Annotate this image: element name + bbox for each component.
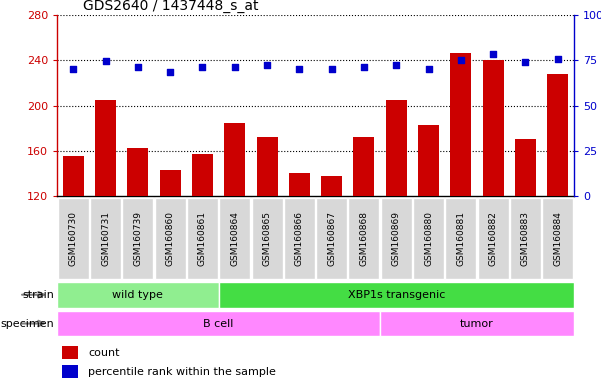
Text: percentile rank within the sample: percentile rank within the sample (88, 367, 276, 377)
Text: specimen: specimen (1, 318, 54, 329)
Text: GSM160883: GSM160883 (521, 210, 530, 266)
Text: GSM160730: GSM160730 (69, 210, 78, 266)
Text: GSM160865: GSM160865 (263, 210, 272, 266)
Text: tumor: tumor (460, 318, 494, 329)
Text: XBP1s transgenic: XBP1s transgenic (347, 290, 445, 300)
FancyBboxPatch shape (284, 197, 315, 280)
FancyBboxPatch shape (478, 197, 508, 280)
FancyBboxPatch shape (123, 197, 153, 280)
Text: strain: strain (22, 290, 54, 300)
FancyBboxPatch shape (380, 311, 574, 336)
Point (327, 66, 337, 72)
Text: GSM160868: GSM160868 (359, 210, 368, 266)
Text: wild type: wild type (112, 290, 163, 300)
Text: GSM160731: GSM160731 (101, 210, 110, 266)
FancyBboxPatch shape (316, 197, 347, 280)
Bar (353, 137, 374, 196)
Text: GDS2640 / 1437448_s_at: GDS2640 / 1437448_s_at (83, 0, 258, 13)
Text: GSM160867: GSM160867 (327, 210, 336, 266)
Bar (224, 122, 245, 196)
Point (520, 59, 530, 65)
Point (391, 62, 401, 68)
Bar (63, 365, 78, 378)
Bar (63, 346, 78, 359)
Bar (321, 175, 342, 196)
FancyBboxPatch shape (154, 197, 186, 280)
Text: count: count (88, 348, 120, 358)
Bar (192, 154, 213, 196)
Text: GSM160866: GSM160866 (295, 210, 304, 266)
Text: GSM160864: GSM160864 (230, 211, 239, 265)
Text: GSM160869: GSM160869 (392, 210, 401, 266)
FancyBboxPatch shape (219, 197, 250, 280)
Bar (483, 61, 504, 196)
Point (230, 64, 240, 70)
Bar (63, 156, 84, 196)
Bar (386, 100, 407, 196)
Point (101, 58, 111, 65)
Point (198, 64, 207, 70)
FancyBboxPatch shape (381, 197, 412, 280)
FancyBboxPatch shape (542, 197, 573, 280)
FancyBboxPatch shape (187, 197, 218, 280)
Point (553, 56, 563, 62)
FancyBboxPatch shape (57, 311, 380, 336)
Bar (127, 149, 148, 196)
FancyBboxPatch shape (349, 197, 379, 280)
Point (424, 66, 433, 72)
Text: GSM160881: GSM160881 (456, 210, 465, 266)
Point (165, 69, 175, 75)
Bar (450, 53, 471, 196)
Text: GSM160880: GSM160880 (424, 210, 433, 266)
Text: GSM160884: GSM160884 (554, 211, 563, 265)
Bar (160, 170, 181, 196)
Point (262, 62, 272, 68)
Bar (515, 139, 536, 196)
Point (359, 64, 369, 70)
FancyBboxPatch shape (219, 282, 574, 308)
Point (69, 66, 78, 72)
FancyBboxPatch shape (57, 282, 219, 308)
Text: GSM160739: GSM160739 (133, 210, 142, 266)
FancyBboxPatch shape (58, 197, 89, 280)
Bar (257, 137, 278, 196)
FancyBboxPatch shape (445, 197, 477, 280)
FancyBboxPatch shape (510, 197, 541, 280)
Bar (548, 74, 569, 196)
Bar (418, 125, 439, 196)
FancyBboxPatch shape (252, 197, 282, 280)
Point (489, 51, 498, 57)
Text: B cell: B cell (203, 318, 234, 329)
FancyBboxPatch shape (413, 197, 444, 280)
Point (133, 64, 142, 70)
Text: GSM160860: GSM160860 (166, 210, 175, 266)
Point (456, 56, 466, 63)
Bar (95, 100, 116, 196)
Text: GSM160861: GSM160861 (198, 210, 207, 266)
Point (294, 66, 304, 72)
Text: GSM160882: GSM160882 (489, 211, 498, 265)
FancyBboxPatch shape (90, 197, 121, 280)
Bar (289, 173, 310, 196)
